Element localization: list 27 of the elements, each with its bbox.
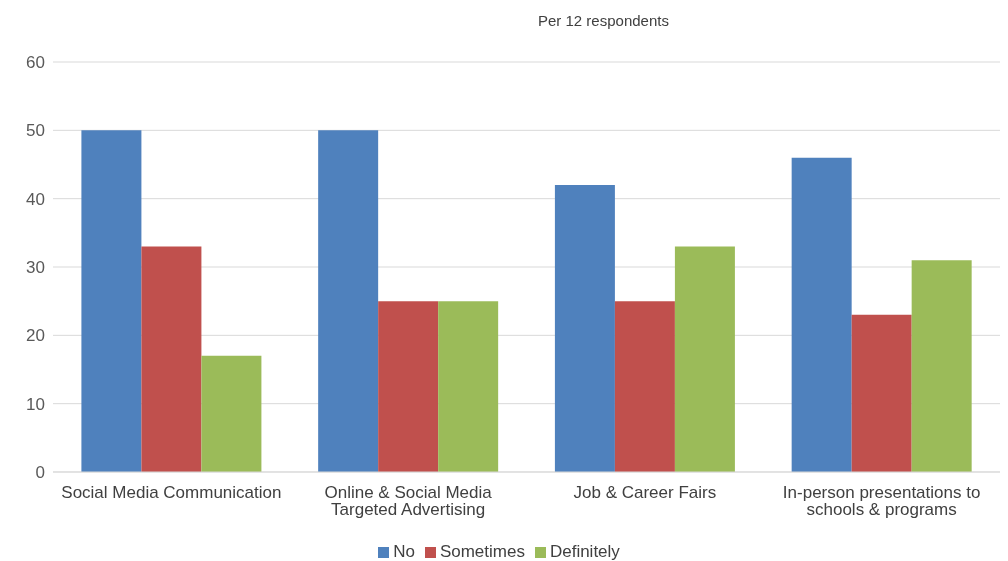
bar bbox=[318, 130, 379, 472]
bar bbox=[554, 185, 615, 472]
chart-title: Per 12 respondents bbox=[537, 11, 670, 31]
y-tick-label: 60 bbox=[26, 53, 45, 73]
x-tick-label: Online & Social Media Targeted Advertising bbox=[324, 483, 493, 520]
bar bbox=[674, 246, 735, 472]
y-tick-label: 50 bbox=[26, 121, 45, 141]
x-tick-label: Job & Career Fairs bbox=[573, 483, 717, 503]
legend-label: No bbox=[393, 542, 415, 561]
bar bbox=[81, 130, 142, 472]
y-tick-label: 30 bbox=[26, 258, 45, 278]
bar bbox=[614, 301, 675, 472]
legend-label: Sometimes bbox=[439, 542, 525, 561]
y-tick-label: 0 bbox=[35, 463, 45, 483]
bar bbox=[201, 355, 262, 472]
x-tick-label: Social Media Communication bbox=[61, 483, 282, 503]
y-tick-label: 10 bbox=[26, 394, 45, 414]
bar bbox=[791, 157, 852, 472]
bar bbox=[438, 301, 499, 472]
y-tick-label: 20 bbox=[26, 326, 45, 346]
bar bbox=[911, 260, 972, 472]
y-tick-label: 40 bbox=[26, 189, 45, 209]
legend-label: Definitely bbox=[549, 542, 620, 561]
bar bbox=[141, 246, 202, 472]
bar bbox=[851, 314, 912, 472]
x-tick-label: In-person presentations to schools & programs bbox=[782, 483, 981, 520]
bar bbox=[378, 301, 439, 472]
